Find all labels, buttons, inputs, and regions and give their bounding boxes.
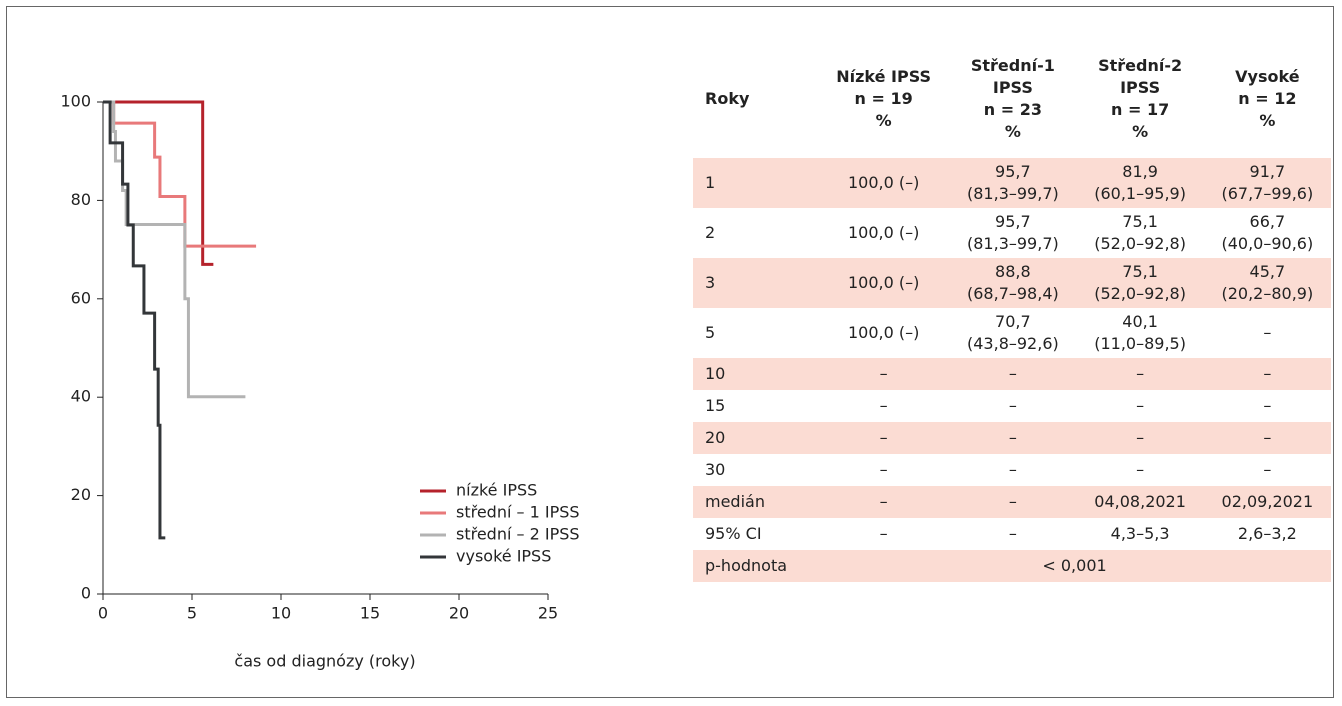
survival-curve	[103, 100, 214, 266]
table-row: medián – –04,08,2021 02,09,2021	[693, 486, 1331, 518]
table-cell: –	[1263, 396, 1272, 415]
table-cell: –	[1263, 323, 1272, 342]
legend-label: střední – 2 IPSS	[456, 525, 580, 544]
legend-label: vysoké IPSS	[456, 547, 551, 566]
table-cell: 95,7 (81,3–99,7)	[967, 212, 1059, 253]
survival-table: Roky Nízké IPSS n = 19 % Střední-1 IPSS n …	[693, 40, 1331, 582]
table-cell: –	[949, 358, 1077, 390]
table-cell: –	[818, 486, 950, 518]
table-cell: 91,7 (67,7–99,6)	[1203, 158, 1331, 208]
table-cell: 10	[693, 358, 819, 390]
table-cell: 88,8 (68,7–98,4)	[949, 258, 1077, 308]
legend-label: nízké IPSS	[456, 481, 537, 500]
table-cell: –	[1263, 460, 1272, 479]
x-tick-label: 0	[98, 604, 108, 623]
table-cell: p-hodnota	[693, 550, 819, 582]
y-tick-label: 40	[71, 387, 91, 406]
table-row: 15 – – – –	[693, 390, 1331, 422]
header-cell: Střední-1 IPSS n = 23 %	[970, 56, 1055, 141]
header-cell: Vysoké n = 12 %	[1235, 67, 1300, 130]
survival-curve	[103, 100, 166, 540]
header-cell: Roky	[705, 89, 750, 108]
table-cell: 2,6–3,2	[1237, 524, 1297, 543]
table-cell: –	[1008, 524, 1017, 543]
table-cell: –	[1076, 358, 1204, 390]
table-row: 5 100,0 (–) 70,7 (43,8–92,6) 40,1 (11,0–89,…	[693, 308, 1331, 358]
table-row: 20– – – –	[693, 422, 1331, 454]
table-cell: –	[1008, 396, 1017, 415]
y-tick-label: 0	[81, 584, 91, 603]
y-tick-label: 80	[71, 190, 91, 209]
header-cell: Nízké IPSS n = 19 %	[836, 67, 932, 130]
table-cell: medián	[693, 486, 819, 518]
table-cell: 1	[693, 158, 819, 208]
table-cell: –	[1203, 358, 1331, 390]
table-cell: –	[818, 358, 950, 390]
table-cell: 5	[705, 323, 716, 342]
table-cell: 3	[693, 258, 819, 308]
frame	[6, 6, 1334, 698]
table-cell: 81,9 (60,1–95,9)	[1076, 158, 1204, 208]
table-row: p-hodnota < 0,001	[693, 550, 1331, 582]
table-row: 10– – – –	[693, 358, 1331, 390]
table-cell: 95% CI	[705, 524, 762, 543]
table-cell: 66,7 (40,0–90,6)	[1221, 212, 1314, 253]
table-cell: –	[1136, 460, 1145, 479]
y-tick-label: 20	[71, 485, 91, 504]
table-cell: 100,0 (–)	[818, 258, 950, 308]
table-row: 1 100,0 (–) 95,7 (81,3–99,7) 81,9 (60,1–95,…	[693, 158, 1331, 208]
table-row: 95% CI – – 4,3–5,3 2,6–3,2	[693, 518, 1331, 550]
table-cell: 2	[705, 223, 716, 242]
table-cell: 95,7 (81,3–99,7)	[949, 158, 1077, 208]
chart: čas od diagnózy (roky) 0 20 40 60 80 100 0 5 10 1…	[60, 92, 580, 671]
y-tick-label: 100	[60, 92, 91, 111]
x-tick-label: 25	[538, 604, 558, 623]
table-cell: 75,1 (52,0–92,8)	[1076, 258, 1204, 308]
x-axis-label: čas od diagnózy (roky)	[234, 652, 415, 671]
table-cell: 40,1 (11,0–89,5)	[1094, 312, 1186, 353]
x-tick-label: 15	[360, 604, 380, 623]
table-cell: 4,3–5,3	[1110, 524, 1170, 543]
table-cell: 70,7 (43,8–92,6)	[967, 312, 1059, 353]
table-cell: –	[879, 460, 888, 479]
table-cell: –	[949, 486, 1077, 518]
table-cell: 04,08,2021	[1076, 486, 1204, 518]
table-cell: < 0,001	[818, 550, 1331, 582]
table-cell: –	[1008, 460, 1017, 479]
table-cell: 100,0 (–)	[847, 223, 920, 242]
table-cell: 02,09,2021	[1203, 486, 1331, 518]
header-cell: Střední-2 IPSS n = 17 %	[1098, 56, 1183, 141]
table-row: 30 – – – –	[693, 454, 1331, 486]
x-tick-label: 10	[271, 604, 291, 623]
table-cell: 100,0 (–)	[847, 323, 920, 342]
x-tick-label: 20	[449, 604, 469, 623]
table-cell: 75,1 (52,0–92,8)	[1094, 212, 1186, 253]
table-row: 2 100,0 (–) 95,7 (81,3–99,7) 75,1 (52,0–92,…	[693, 208, 1331, 258]
survival-curve	[103, 100, 246, 399]
header-row: Roky Nízké IPSS n = 19 % Střední-1 IPSS n …	[693, 40, 1331, 158]
y-tick-label: 60	[71, 288, 91, 307]
x-tick-label: 5	[187, 604, 197, 623]
table-cell: –	[879, 524, 888, 543]
table-cell: –	[949, 422, 1077, 454]
table-cell: 15	[705, 396, 726, 415]
legend-label: střední – 1 IPSS	[456, 503, 580, 522]
table-cell: 30	[705, 460, 726, 479]
table-cell: 20	[693, 422, 819, 454]
table-cell: 100,0 (–)	[818, 158, 950, 208]
table-row: 3 100,0 (–) 88,8 (68,7–98,4) 75,1 (52,0–92,…	[693, 258, 1331, 308]
table-cell: –	[1203, 422, 1331, 454]
table-cell: –	[818, 422, 950, 454]
table-cell: 45,7 (20,2–80,9)	[1203, 258, 1331, 308]
table-cell: –	[1076, 422, 1204, 454]
table-cell: –	[879, 396, 888, 415]
table-cell: –	[1136, 396, 1145, 415]
